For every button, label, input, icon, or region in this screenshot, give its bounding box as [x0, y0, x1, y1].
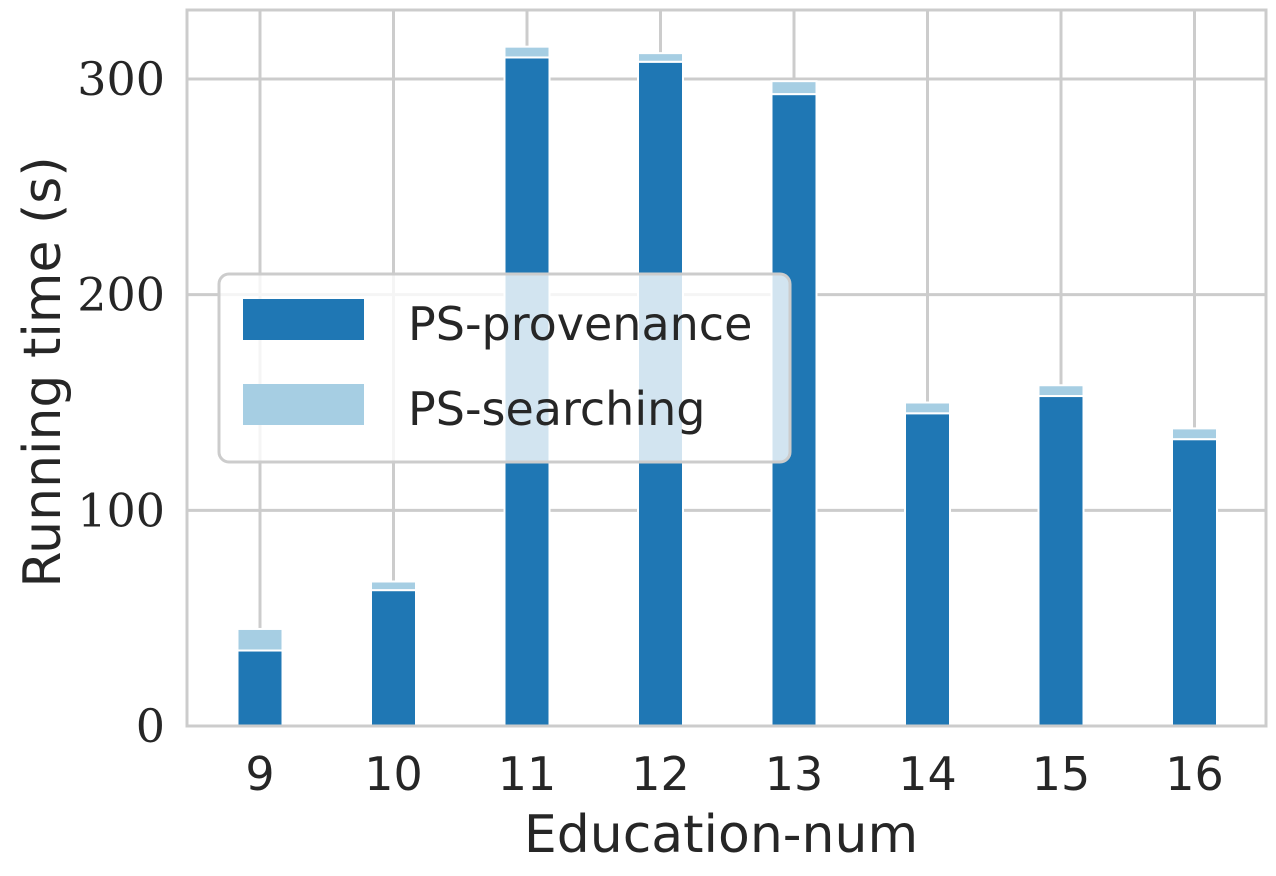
- bar-ps-searching-12: [637, 52, 684, 63]
- legend-label-ps-searching: PS-searching: [408, 382, 705, 436]
- bar-ps-provenance-16: [1171, 438, 1218, 727]
- x-tick-label: 9: [245, 747, 274, 801]
- x-tick-label: 14: [898, 747, 957, 801]
- y-axis-label: Running time (s): [13, 156, 73, 587]
- x-tick-label: 12: [631, 747, 690, 801]
- y-tick-label: 300: [77, 52, 165, 106]
- bar-ps-searching-10: [370, 580, 417, 592]
- legend-label-ps-provenance: PS-provenance: [408, 297, 752, 351]
- x-tick-label: 11: [498, 747, 557, 801]
- x-tick-labels: 9 10 11 12 13 14 15 16: [245, 747, 1223, 801]
- x-tick-label: 10: [364, 747, 423, 801]
- bar-ps-searching-15: [1037, 384, 1085, 398]
- bar-ps-provenance-10: [370, 589, 417, 727]
- bar-ps-provenance-9: [236, 649, 284, 727]
- bar-ps-searching-14: [904, 401, 951, 415]
- y-tick-label: 100: [77, 483, 165, 537]
- bar-ps-provenance-14: [904, 412, 951, 727]
- x-axis-label: Education-num: [524, 805, 918, 865]
- legend: PS-provenance PS-searching: [217, 272, 792, 464]
- x-tick-label: 16: [1165, 747, 1224, 801]
- y-tick-label: 0: [136, 699, 165, 753]
- bar-ps-searching-13: [770, 80, 818, 96]
- legend-swatch-ps-provenance: [243, 299, 364, 340]
- plot-frame: [185, 8, 1268, 728]
- bar-ps-searching-16: [1171, 427, 1218, 441]
- bar-ps-provenance-15: [1037, 395, 1085, 727]
- y-tick-label: 200: [77, 268, 165, 322]
- x-tick-label: 13: [765, 747, 824, 801]
- legend-swatch-ps-searching: [243, 384, 364, 425]
- y-tick-labels: 0 100 200 300: [77, 52, 165, 753]
- bar-ps-searching-9: [236, 627, 284, 652]
- x-tick-label: 15: [1032, 747, 1091, 801]
- bar-ps-searching-11: [503, 45, 551, 59]
